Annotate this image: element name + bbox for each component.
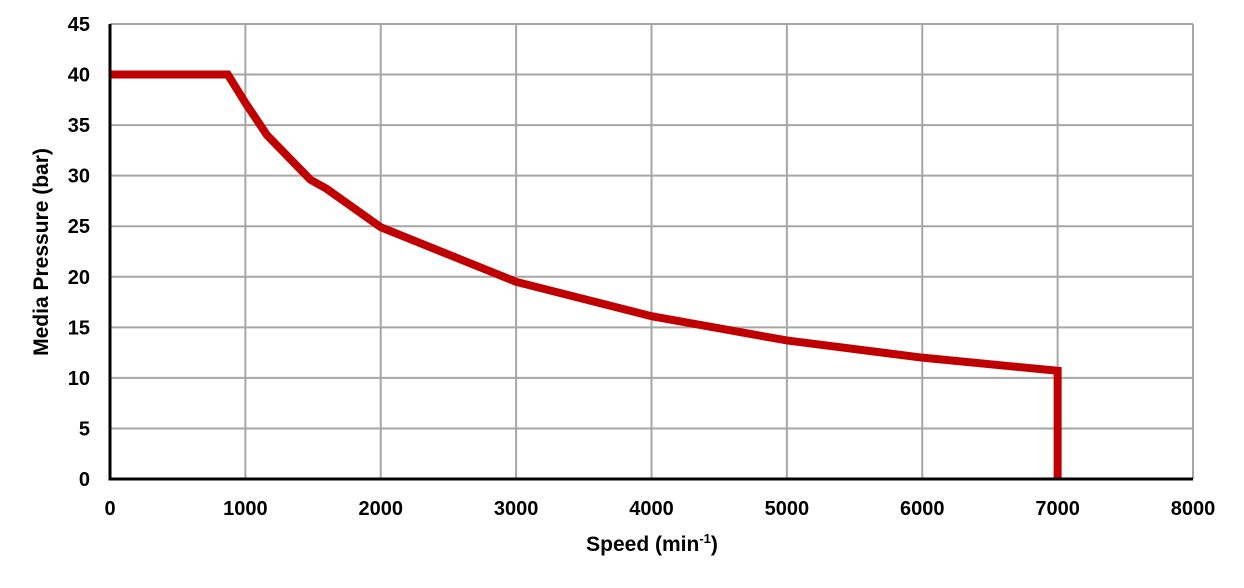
x-tick-label: 0 bbox=[104, 498, 115, 520]
x-tick-label: 3000 bbox=[494, 498, 539, 520]
tick-labels: 0 5 10 15 20 25 30 35 40 45 0 1000 2000 3000 4000 5000 6… bbox=[68, 14, 1216, 520]
x-tick-label: 8000 bbox=[1171, 498, 1216, 520]
y-tick-label: 15 bbox=[68, 317, 90, 339]
series bbox=[110, 70, 1062, 479]
x-tick-label: 2000 bbox=[359, 498, 404, 520]
x-tick-label: 4000 bbox=[629, 498, 674, 520]
y-tick-label: 35 bbox=[68, 115, 90, 137]
axes bbox=[108, 24, 1193, 481]
y-tick-label: 30 bbox=[68, 166, 90, 188]
y-tick-label: 40 bbox=[68, 65, 90, 87]
y-tick-label: 0 bbox=[79, 469, 90, 491]
grid bbox=[110, 23, 1194, 479]
x-tick-label: 5000 bbox=[765, 498, 810, 520]
y-tick-label: 20 bbox=[68, 267, 90, 289]
y-tick-label: 5 bbox=[79, 418, 90, 440]
y-tick-label: 25 bbox=[68, 216, 90, 238]
y-tick-label: 45 bbox=[68, 14, 90, 36]
y-axis-label: Media Pressure (bar) bbox=[30, 148, 53, 356]
y-tick-label: 10 bbox=[68, 368, 90, 390]
x-tick-label: 6000 bbox=[900, 498, 945, 520]
x-tick-label: 1000 bbox=[223, 498, 268, 520]
x-axis-label: Speed (min-1) bbox=[586, 531, 718, 556]
x-tick-label: 7000 bbox=[1035, 498, 1080, 520]
series-line bbox=[110, 70, 1062, 479]
